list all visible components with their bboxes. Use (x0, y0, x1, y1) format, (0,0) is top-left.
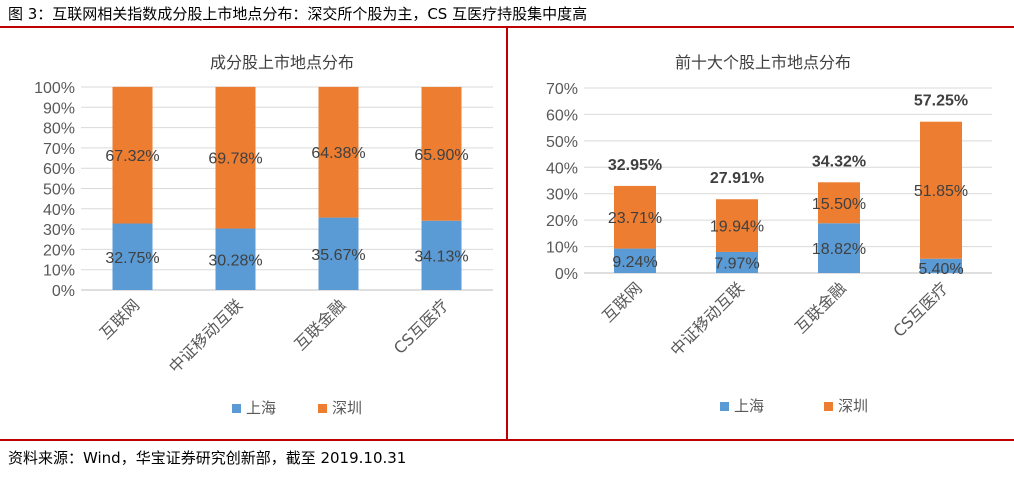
y-tick-label: 10% (546, 240, 578, 257)
y-tick-label: 70% (43, 141, 75, 158)
y-tick-label: 40% (43, 202, 75, 219)
bar-segment (818, 182, 860, 224)
total-label: 34.32% (812, 153, 866, 170)
bottom-rule (0, 439, 1014, 441)
y-tick-label: 50% (43, 182, 75, 199)
bar-segment (112, 223, 153, 290)
bar-segment (614, 248, 656, 273)
y-tick-label: 60% (546, 107, 578, 124)
bar-segment (215, 86, 256, 229)
total-label: 27.91% (710, 170, 764, 187)
data-label: 15.50% (812, 196, 866, 213)
x-tick-label: 中证移动互联 (667, 278, 748, 359)
bar-segment (920, 121, 962, 259)
bar-segment (614, 185, 656, 249)
total-label: 32.95% (608, 157, 662, 174)
data-label: 23.71% (608, 210, 662, 227)
chart-title: 前十大个股上市地点分布 (675, 53, 851, 72)
y-tick-label: 80% (43, 121, 75, 138)
legend-swatch (318, 404, 327, 413)
chart-title: 成分股上市地点分布 (210, 53, 354, 72)
x-tick-label: 互联金融 (791, 278, 850, 337)
y-tick-label: 90% (43, 100, 75, 117)
source-note: 资料来源：Wind，华宝证券研究创新部，截至 2019.10.31 (8, 449, 407, 467)
y-tick-label: 0% (555, 266, 578, 283)
legend-swatch (720, 402, 729, 411)
data-label: 32.75% (105, 250, 159, 267)
data-label: 18.82% (812, 241, 866, 258)
data-label: 5.40% (918, 261, 963, 278)
legend-label: 深圳 (332, 399, 362, 417)
data-label: 35.67% (311, 247, 365, 264)
y-tick-label: 100% (34, 80, 75, 97)
chart-top10-listing-location: 前十大个股上市地点分布 0% 10% 20% 30% 40% 50% 60% 70% 9.24% 2… (546, 53, 992, 415)
data-label: 65.90% (414, 147, 468, 164)
data-label: 30.28% (208, 252, 262, 269)
bar-segment (818, 223, 860, 273)
legend-swatch (232, 404, 241, 413)
y-tick-label: 0% (52, 283, 75, 300)
data-label: 34.13% (414, 248, 468, 265)
y-tick-label: 60% (43, 161, 75, 178)
legend-swatch (824, 402, 833, 411)
x-tick-label: 互联网 (598, 278, 645, 325)
y-tick-label: 30% (43, 222, 75, 239)
legend-label: 上海 (246, 399, 276, 417)
y-tick-label: 50% (546, 134, 578, 151)
bar-segment (112, 86, 153, 224)
data-label: 19.94% (710, 219, 764, 236)
y-tick-label: 40% (546, 160, 578, 177)
bar-segment (421, 86, 462, 221)
x-tick-label: 互联网 (96, 295, 143, 342)
bar-segment (716, 251, 758, 273)
data-label: 9.24% (612, 254, 657, 271)
bar-segment (318, 217, 359, 290)
y-tick-label: 20% (546, 213, 578, 230)
legend-label: 深圳 (838, 397, 868, 415)
figure-title: 图 3：互联网相关指数成分股上市地点分布：深交所个股为主，CS 互医疗持股集中度… (8, 5, 588, 23)
x-tick-label: CS互医疗 (390, 295, 452, 357)
data-label: 69.78% (208, 151, 262, 168)
bar-segment (716, 199, 758, 252)
total-label: 57.25% (914, 93, 968, 110)
legend-label: 上海 (734, 397, 764, 415)
x-tick-label: 互联金融 (291, 295, 350, 354)
data-label: 7.97% (714, 255, 759, 272)
panel-divider (506, 27, 508, 439)
bar-segment (318, 86, 359, 218)
bar-segment (421, 220, 462, 290)
y-tick-label: 20% (43, 242, 75, 259)
bar-segment (215, 228, 256, 290)
data-label: 64.38% (311, 145, 365, 162)
bar-segment (920, 258, 962, 273)
y-tick-label: 10% (43, 263, 75, 280)
x-tick-label: 中证移动互联 (165, 295, 246, 376)
x-tick-label: CS互医疗 (889, 278, 951, 340)
y-tick-label: 30% (546, 187, 578, 204)
data-label: 67.32% (105, 148, 159, 165)
chart-listing-location: 成分股上市地点分布 0% 10% 20% 30% 40% 50% 60% 70% 80% 90% 10… (34, 53, 493, 417)
y-tick-label: 70% (546, 81, 578, 98)
data-label: 51.85% (914, 183, 968, 200)
